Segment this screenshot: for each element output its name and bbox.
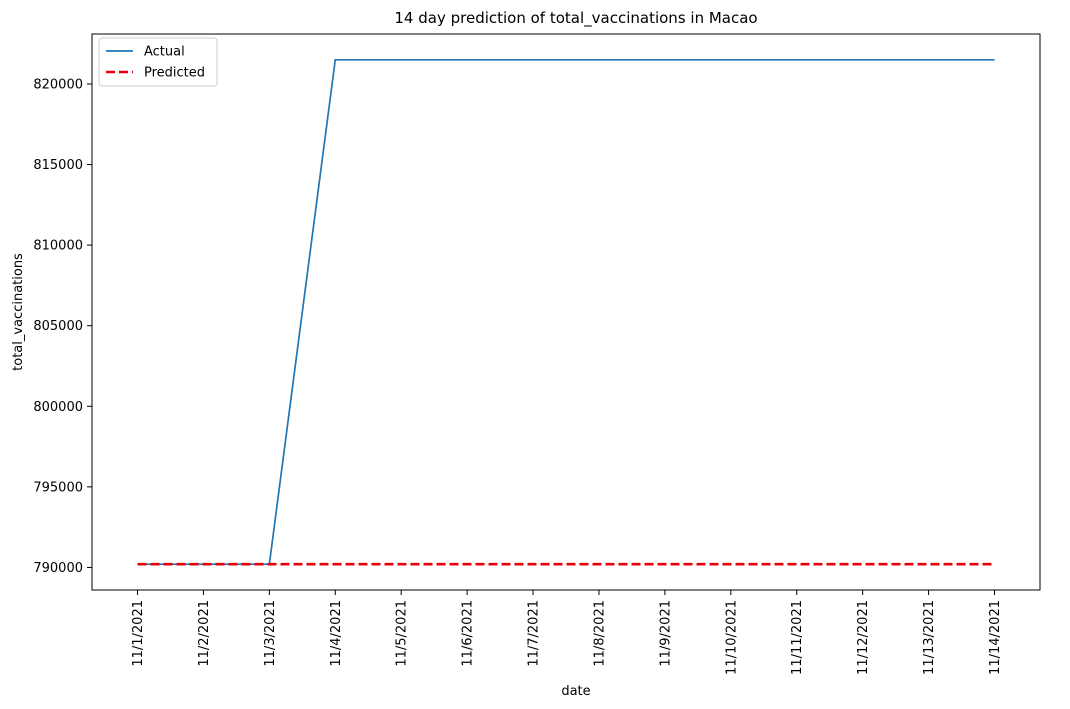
x-tick-label: 11/9/2021	[658, 600, 673, 667]
x-tick-label: 11/8/2021	[592, 600, 607, 667]
y-tick-label: 800000	[33, 400, 83, 415]
x-tick-label: 11/7/2021	[527, 600, 542, 667]
x-tick-label: 11/3/2021	[263, 600, 278, 667]
x-tick-label: 11/6/2021	[461, 600, 476, 667]
series-line-actual	[137, 58, 995, 566]
x-tick-label: 11/14/2021	[988, 600, 1003, 675]
y-axis-label: total_vaccinations	[11, 253, 26, 371]
series-group	[137, 58, 995, 566]
y-tick-label: 790000	[33, 561, 83, 576]
y-tick-label: 795000	[33, 480, 83, 495]
legend-label-predicted: Predicted	[144, 66, 205, 81]
x-tick-label: 11/13/2021	[922, 600, 937, 675]
x-axis-label: date	[561, 684, 590, 699]
y-tick-label: 810000	[33, 239, 83, 254]
chart-title: 14 day prediction of total_vaccinations …	[394, 9, 757, 28]
x-axis: 11/1/2021 11/2/2021 11/3/2021 11/4/2021 11/5…	[131, 590, 1003, 675]
legend: Actual Predicted	[98, 37, 218, 87]
x-tick-label: 11/4/2021	[329, 600, 344, 667]
x-tick-label: 11/2/2021	[197, 600, 212, 667]
x-tick-label: 11/1/2021	[131, 600, 146, 667]
x-tick-label: 11/12/2021	[856, 600, 871, 675]
y-axis: 790000 795000 800000 805000 810000 815000 8200…	[33, 77, 92, 576]
y-tick-label: 805000	[33, 319, 83, 334]
x-tick-label: 11/11/2021	[790, 600, 805, 675]
legend-box	[98, 37, 218, 87]
x-tick-label: 11/5/2021	[395, 600, 410, 667]
legend-label-actual: Actual	[144, 45, 185, 60]
y-tick-label: 815000	[33, 158, 83, 173]
x-tick-label: 11/10/2021	[724, 600, 739, 675]
plot-area	[91, 33, 1041, 591]
y-tick-label: 820000	[33, 77, 83, 92]
